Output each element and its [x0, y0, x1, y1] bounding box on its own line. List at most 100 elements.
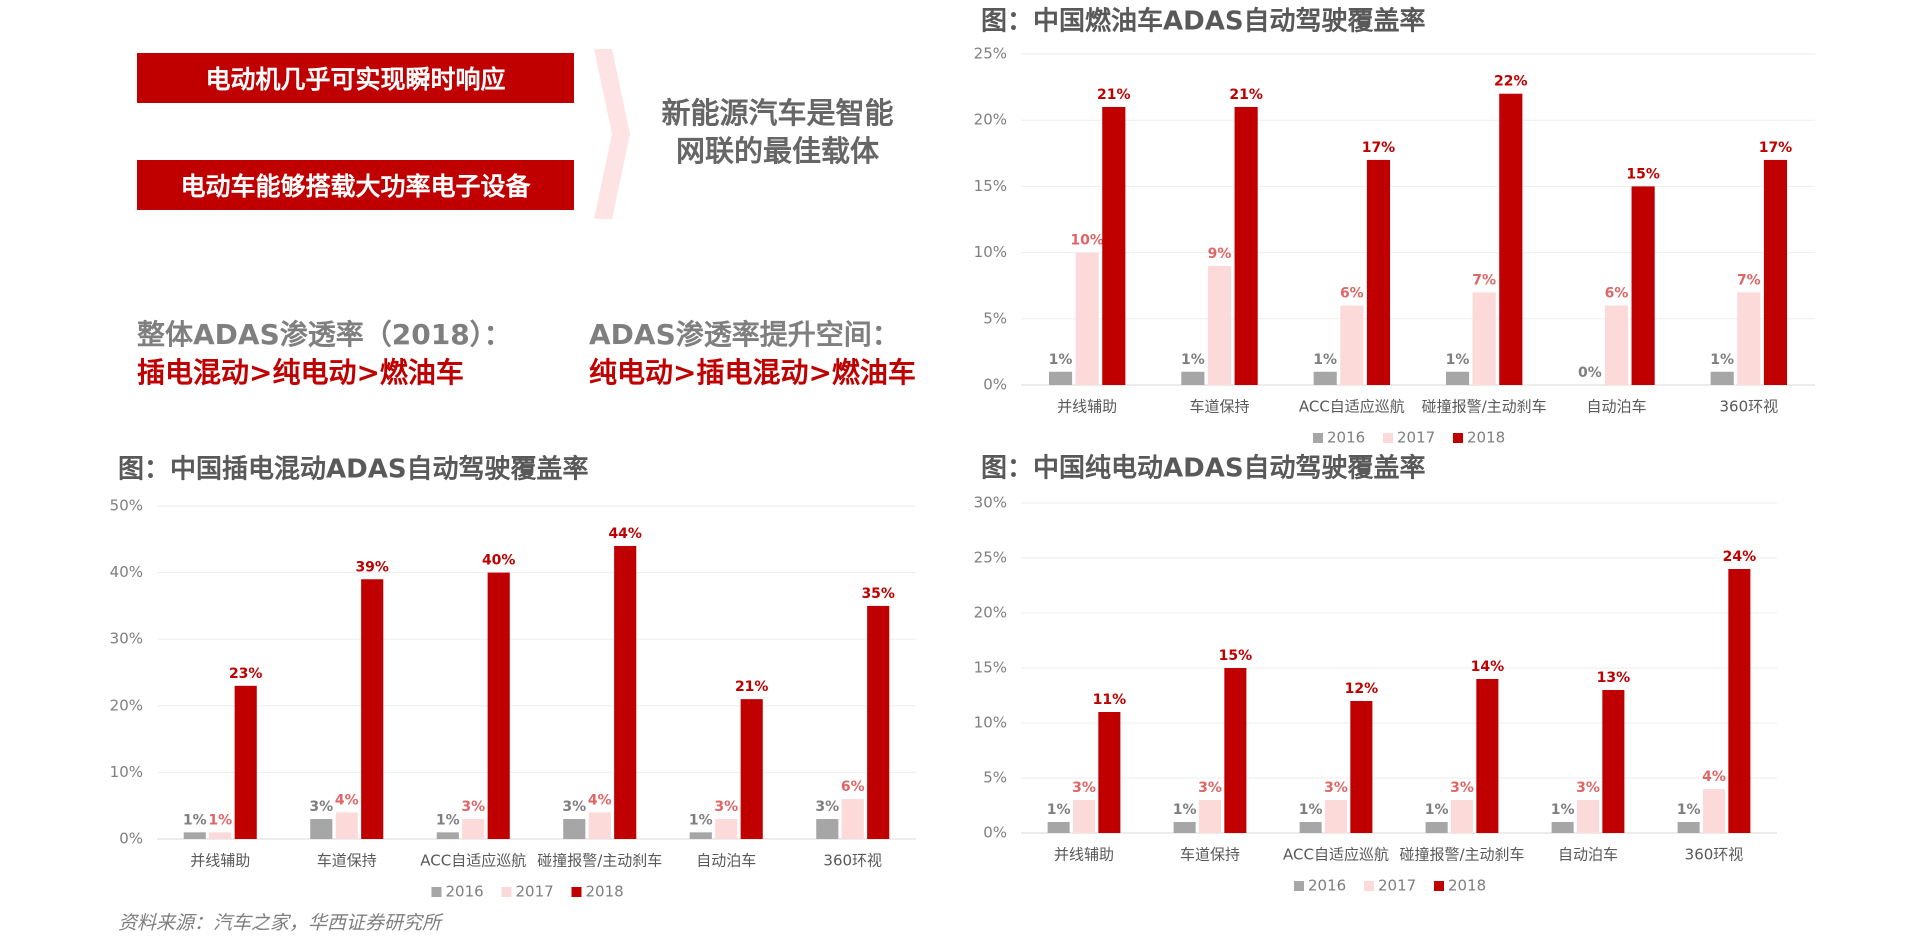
bar — [1476, 679, 1499, 833]
data-label: 10% — [1070, 233, 1104, 249]
y-tick-label: 10% — [974, 714, 1007, 732]
legend-swatch — [431, 887, 442, 897]
data-label: 1% — [1181, 352, 1205, 368]
x-tick-label: 并线辅助 — [1054, 846, 1114, 864]
data-label: 4% — [335, 792, 359, 808]
x-tick-label: ACC自适应巡航 — [1299, 398, 1405, 416]
bar — [1737, 292, 1761, 385]
bar — [310, 819, 333, 839]
data-label: 6% — [1605, 286, 1629, 302]
x-tick-label: 车道保持 — [1189, 398, 1249, 416]
bar — [1472, 292, 1496, 385]
bar — [1350, 701, 1373, 833]
legend-swatch — [1453, 433, 1463, 443]
bar — [1763, 159, 1788, 385]
chart-title: 图：中国插电混动ADAS自动驾驶覆盖率 — [118, 454, 589, 485]
data-label: 1% — [436, 812, 460, 828]
legend-swatch — [1434, 881, 1444, 891]
source-note: 资料来源：汽车之家，华西证券研究所 — [118, 912, 442, 934]
data-label: 4% — [1702, 769, 1726, 785]
data-label: 4% — [588, 792, 612, 808]
legend-label: 2018 — [586, 883, 624, 901]
data-label: 40% — [482, 553, 516, 569]
data-label: 3% — [1450, 780, 1474, 796]
bar — [614, 545, 637, 839]
bar — [867, 605, 890, 839]
data-label: 1% — [208, 812, 232, 828]
data-label: 6% — [1340, 286, 1364, 302]
y-tick-label: 50% — [110, 497, 143, 515]
legend-label: 2018 — [1448, 877, 1486, 895]
bar — [436, 832, 459, 839]
data-label: 35% — [861, 586, 895, 602]
bar — [1702, 789, 1726, 833]
bar — [1102, 106, 1126, 386]
bar — [1198, 800, 1222, 833]
bar — [1551, 822, 1574, 833]
data-label: 23% — [229, 666, 263, 682]
data-label: 3% — [309, 799, 333, 815]
bar — [715, 819, 738, 839]
legend-swatch — [1313, 433, 1323, 443]
x-tick-label: 车道保持 — [1180, 846, 1240, 864]
data-label: 1% — [1047, 802, 1071, 818]
data-label: 9% — [1208, 246, 1232, 262]
data-label: 1% — [1313, 352, 1337, 368]
data-label: 3% — [1072, 780, 1096, 796]
data-label: 3% — [1198, 780, 1222, 796]
legend-label: 2017 — [516, 883, 554, 901]
bar — [1340, 305, 1364, 385]
y-tick-label: 30% — [110, 630, 143, 648]
legend-swatch — [1364, 881, 1374, 891]
data-label: 1% — [1710, 352, 1734, 368]
y-tick-label: 5% — [983, 769, 1007, 787]
bar — [563, 819, 586, 839]
data-label: 24% — [1723, 549, 1757, 565]
bar — [335, 812, 358, 839]
bar — [1234, 106, 1258, 386]
x-tick-label: 自动泊车 — [1558, 846, 1618, 864]
y-tick-label: 25% — [974, 45, 1007, 63]
data-label: 7% — [1472, 272, 1496, 288]
data-label: 13% — [1597, 670, 1631, 686]
arrow — [594, 49, 630, 219]
bar — [588, 812, 611, 839]
data-label: 1% — [1425, 802, 1449, 818]
x-tick-label: 车道保持 — [317, 852, 377, 870]
data-label: 1% — [1049, 352, 1073, 368]
bar — [487, 572, 510, 839]
bar — [1576, 800, 1600, 833]
callout: 电动车能够搭载大功率电子设备 — [137, 160, 574, 210]
data-label: 3% — [714, 799, 738, 815]
callout: 电动机几乎可实现瞬时响应 — [137, 53, 574, 103]
bar — [1677, 822, 1700, 833]
y-tick-label: 15% — [974, 659, 1007, 677]
legend-label: 2016 — [1327, 429, 1365, 447]
bar — [1181, 371, 1205, 385]
x-tick-label: ACC自适应巡航 — [1283, 846, 1389, 864]
data-label: 17% — [1759, 140, 1793, 156]
bar — [1366, 159, 1391, 385]
legend-label: 2017 — [1397, 429, 1435, 447]
data-label: 3% — [815, 799, 839, 815]
data-label: 6% — [841, 779, 865, 795]
data-label: 1% — [1299, 802, 1323, 818]
legend-label: 2018 — [1467, 429, 1505, 447]
data-label: 1% — [183, 812, 207, 828]
chart-title: 图：中国纯电动ADAS自动驾驶覆盖率 — [981, 453, 1426, 484]
y-tick-label: 0% — [983, 824, 1007, 842]
bar — [816, 819, 839, 839]
summary-value: 纯电动>插电混动>燃油车 — [589, 356, 916, 389]
bar — [1604, 305, 1629, 385]
data-label: 0% — [1578, 365, 1602, 381]
y-tick-label: 25% — [974, 549, 1007, 567]
legend-label: 2017 — [1378, 877, 1416, 895]
bar — [462, 819, 485, 839]
data-label: 21% — [1229, 87, 1263, 103]
legend-swatch — [1383, 433, 1393, 443]
summary-label: ADAS渗透率提升空间： — [589, 318, 900, 351]
x-tick-label: 碰撞报警/主动刹车 — [1399, 846, 1524, 864]
x-tick-label: 360环视 — [1720, 398, 1779, 416]
data-label: 3% — [1324, 780, 1348, 796]
